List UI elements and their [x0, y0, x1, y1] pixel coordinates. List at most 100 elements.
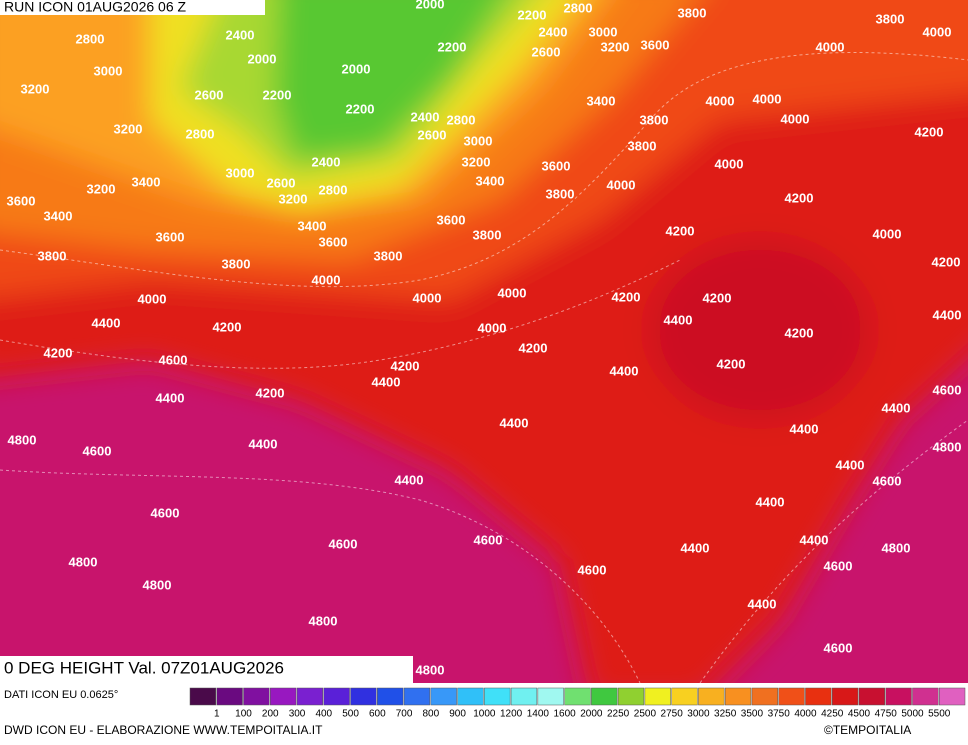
contour-label: 4200	[915, 124, 944, 139]
legend-label: 4250	[821, 709, 844, 720]
legend-swatch	[216, 687, 243, 706]
contour-label: 4200	[256, 385, 285, 400]
legend-swatch	[724, 687, 752, 706]
legend-swatch	[296, 687, 324, 706]
legend-label: 4750	[875, 709, 898, 720]
contour-label: 3400	[44, 208, 73, 223]
contour-label: 4800	[143, 577, 172, 592]
contour-label: 4400	[681, 540, 710, 555]
contour-label: 3800	[640, 112, 669, 127]
legend-swatch	[537, 687, 564, 706]
contour-label: 4200	[703, 290, 732, 305]
contour-label: 2400	[539, 24, 568, 39]
contour-label: 3400	[298, 218, 327, 233]
contour-label: 4400	[500, 415, 529, 430]
contour-label: 3200	[87, 181, 116, 196]
contour-label: 4600	[824, 640, 853, 655]
contour-label: 4600	[933, 382, 962, 397]
contour-label: 4600	[873, 473, 902, 488]
contour-label: 3600	[319, 234, 348, 249]
contour-label: 3800	[38, 248, 67, 263]
contour-label: 3400	[587, 93, 616, 108]
contour-label: 2600	[195, 87, 224, 102]
contour-label: 4400	[882, 400, 911, 415]
contour-label: 4400	[372, 374, 401, 389]
contour-label: 2400	[312, 154, 341, 169]
legend-swatch	[484, 687, 511, 706]
contour-label: 4600	[329, 536, 358, 551]
legend-label: 400	[315, 709, 332, 720]
contour-label: 2400	[226, 27, 255, 42]
contour-label: 4200	[44, 345, 73, 360]
contour-label: 2000	[342, 61, 371, 76]
legend-swatch	[510, 687, 538, 706]
contour-label: 3600	[156, 229, 185, 244]
contour-label: 3000	[464, 133, 493, 148]
contour-label: 4400	[249, 436, 278, 451]
source: DATI ICON EU 0.0625°	[4, 689, 118, 701]
legend-swatch	[885, 687, 912, 706]
contour-label: 4200	[519, 340, 548, 355]
legend-swatch	[323, 687, 350, 706]
legend-swatch	[751, 687, 778, 706]
contour-label: 4400	[92, 315, 121, 330]
contour-label: 4200	[391, 358, 420, 373]
contour-label: 2400	[411, 109, 440, 124]
contour-label: 2000	[248, 51, 277, 66]
contour-label: 4800	[416, 662, 445, 677]
contour-label: 3000	[94, 63, 123, 78]
contour-label: 4200	[785, 190, 814, 205]
contour-label: 4200	[666, 223, 695, 238]
legend-label: 2000	[580, 709, 603, 720]
legend-label: 5000	[901, 709, 924, 720]
contour-label: 3000	[226, 165, 255, 180]
contour-label: 4600	[474, 532, 503, 547]
contour-label: 2200	[518, 7, 547, 22]
contour-label: 4400	[610, 363, 639, 378]
legend-label: 100	[235, 709, 252, 720]
contour-label: 4400	[836, 457, 865, 472]
contour-label: 4400	[790, 421, 819, 436]
contour-label: 4400	[800, 532, 829, 547]
legend-swatch	[270, 687, 297, 706]
contour-label: 4000	[715, 156, 744, 171]
contour-label: 4400	[933, 307, 962, 322]
contour-label: 4600	[159, 352, 188, 367]
contour-label: 4400	[395, 472, 424, 487]
credit: DWD ICON EU - ELABORAZIONE WWW.TEMPOITAL…	[4, 723, 323, 737]
title-box	[0, 656, 413, 683]
legend-swatch	[403, 687, 431, 706]
contour-label: 4000	[781, 111, 810, 126]
contour-label: 4800	[69, 554, 98, 569]
contour-label: 3800	[628, 138, 657, 153]
legend-label: 500	[342, 709, 359, 720]
run-label: RUN ICON 01AUG2026 06 Z	[4, 0, 187, 15]
legend-label: 3750	[768, 709, 791, 720]
contour-label: 3800	[473, 227, 502, 242]
legend-swatch	[858, 687, 885, 706]
legend-label: 5500	[928, 709, 951, 720]
map-title: 0 DEG HEIGHT Val. 07Z01AUG2026	[4, 658, 284, 677]
contour-label: 4000	[706, 93, 735, 108]
brand: ©TEMPOITALIA	[824, 723, 911, 737]
legend-swatch	[591, 687, 618, 706]
contour-label: 4000	[923, 24, 952, 39]
contour-label: 3200	[279, 191, 308, 206]
contour-label: 3200	[21, 81, 50, 96]
legend-swatch	[617, 687, 645, 706]
contour-label: 4000	[607, 177, 636, 192]
legend-label: 1000	[473, 709, 496, 720]
legend-label: 200	[262, 709, 279, 720]
contour-label: 3200	[601, 39, 630, 54]
contour-label: 3800	[876, 11, 905, 26]
legend-label: 2750	[661, 709, 684, 720]
legend-swatch	[805, 687, 832, 706]
legend-swatch	[243, 687, 270, 706]
contour-label: 4000	[138, 291, 167, 306]
contour-label: 2800	[564, 0, 593, 15]
contour-label: 2600	[267, 175, 296, 190]
contour-label: 4600	[151, 505, 180, 520]
legend-swatch	[644, 687, 671, 706]
contour-label: 4600	[83, 443, 112, 458]
legend-swatch	[564, 687, 591, 706]
